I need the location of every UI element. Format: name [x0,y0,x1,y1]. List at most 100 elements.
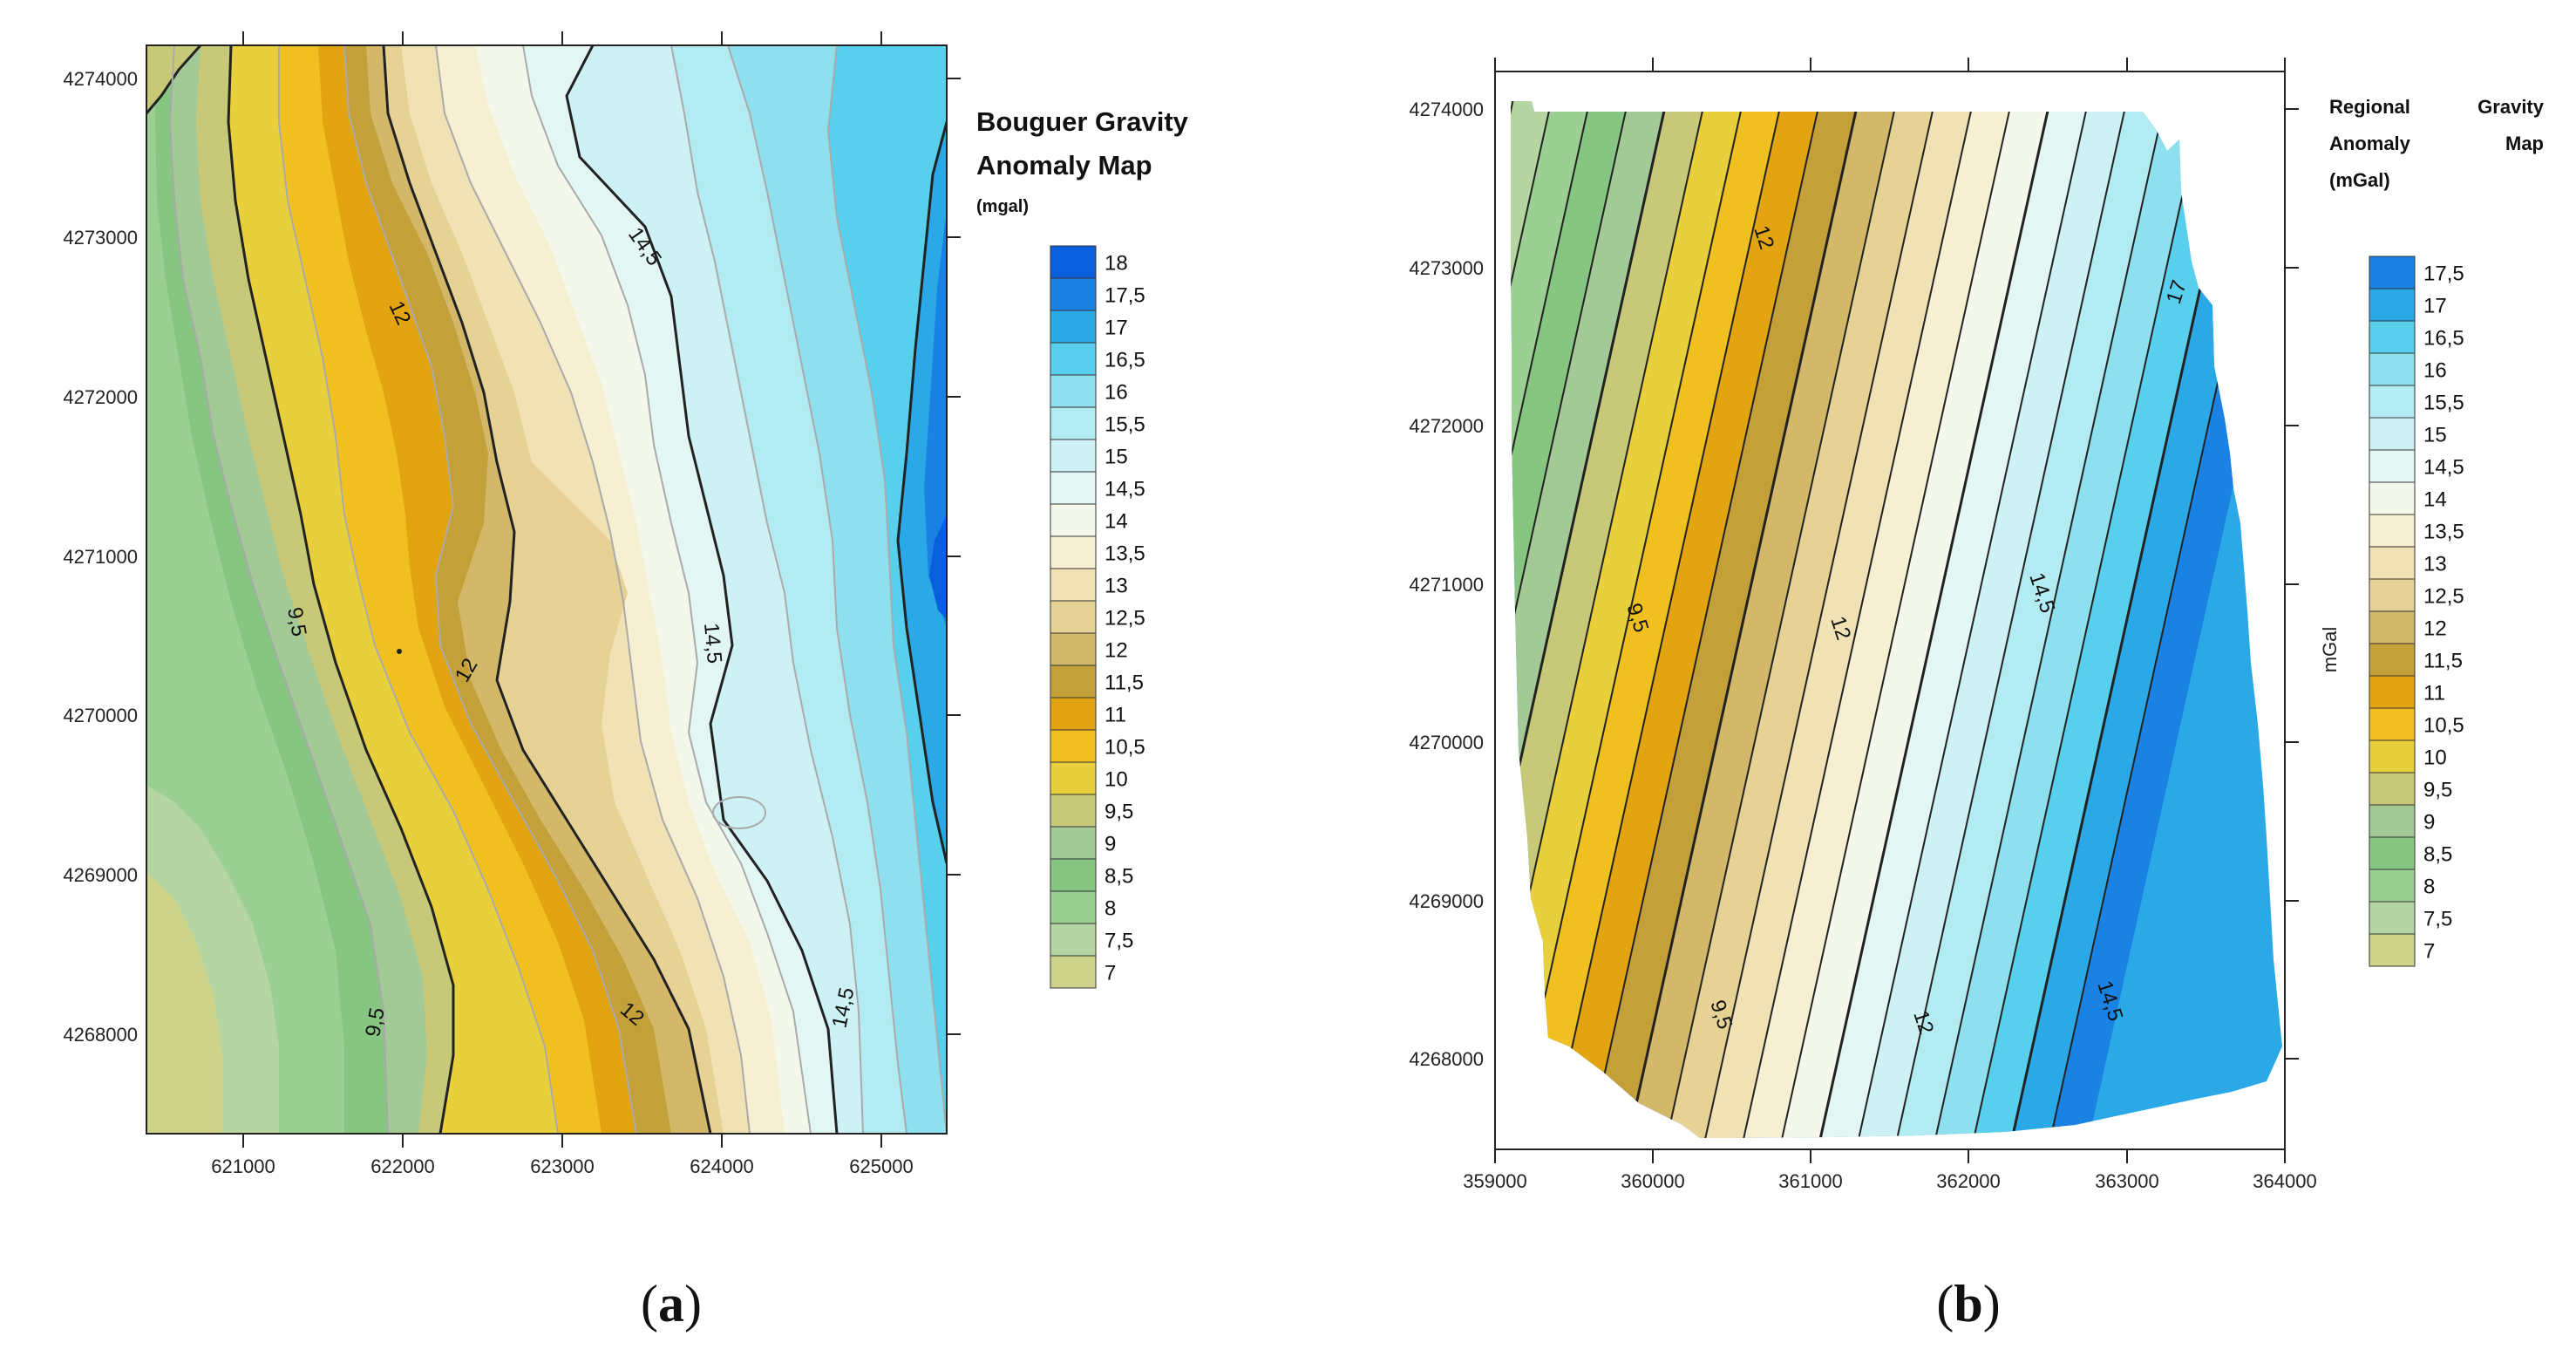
legend-label: 13 [2423,553,2447,576]
legend-swatch [1050,342,1097,376]
legend-swatch [2369,675,2416,709]
legend-swatch [1050,471,1097,505]
band-fill [1626,101,1900,1138]
legend-swatch [2369,256,2416,290]
caption-paren-close: ) [1983,1275,2001,1332]
legend-label: 14 [1104,510,1128,534]
legend-swatch [1050,568,1097,602]
x-tick-label: 621000 [211,1155,275,1177]
contour-14-5 [565,45,839,1134]
legend-swatch [1050,729,1097,763]
x-tick-label: 364000 [2253,1170,2316,1192]
panel-a-caption: (a) [641,1275,702,1332]
legend-label: 16 [2423,359,2447,383]
y-tick-label: 4272000 [63,386,138,408]
contour-line [1587,101,1824,1138]
legend-label: 8 [1104,897,1116,921]
legend-label: 9 [1104,833,1116,856]
contour-line [1816,101,2055,1138]
contour-line [1548,101,1785,1138]
legend-swatch [2369,739,2416,774]
map-title-line1-left: Regional [2329,96,2410,118]
legend-label: 14,5 [1104,478,1145,501]
legend-swatch [1050,535,1097,569]
legend-swatch [2369,610,2416,644]
panel-b-caption: (b) [1936,1275,2000,1332]
legend-swatch [1050,374,1097,408]
legend-label: 11,5 [1104,671,1144,695]
legend-label: 18 [1104,252,1128,276]
contour-line [1242,87,1478,1151]
legend-label: 17,5 [1104,284,1145,308]
legend-label: 15 [1104,446,1128,469]
legend-label: 11 [2423,682,2445,705]
legend-label: 16,5 [2423,327,2464,351]
band-fill [1511,101,1593,1138]
band-fill [1511,101,1746,1138]
bouguer-map-frame [146,44,948,1135]
legend-label: 8,5 [2423,843,2452,867]
band-fill [713,797,765,828]
legend-swatch [1050,439,1097,473]
y-tick-label: 4271000 [1409,574,1484,596]
legend-swatch [2369,514,2416,548]
contour-line [1624,101,1863,1138]
x-tick-label: 363000 [2095,1170,2158,1192]
x-tick-label: 360000 [1621,1170,1684,1192]
legend-swatch [2369,385,2416,419]
legend-label: 10,5 [1104,736,1145,760]
legend-label: 15 [2423,424,2447,447]
legend-swatch [2369,772,2416,806]
legend-swatch [1050,955,1097,989]
legend-swatch [2369,836,2416,870]
legend-swatch [1050,632,1097,666]
legend-label: 10 [2423,746,2447,770]
legend-label: 12,5 [2423,585,2464,609]
band-fill [1664,101,1938,1138]
band-fill [1703,101,1976,1138]
contour-line [1511,101,1517,1138]
legend-label: 14,5 [2423,456,2464,480]
y-tick-label: 4274000 [63,68,138,90]
y-tick-label: 4273000 [1409,257,1484,279]
legend-label: 15,5 [1104,413,1145,437]
y-tick-label: 4269000 [1409,890,1484,912]
legend-label: 13,5 [1104,542,1145,566]
contour-line [1511,101,1594,1138]
map-unit: (mgal) [976,197,1029,216]
regional-tick-marks [1494,58,2299,1163]
legend-swatch [2369,320,2416,354]
legend-label: 10,5 [2423,714,2464,738]
legend-label: 9 [2423,811,2435,835]
contour-17 [896,121,947,864]
legend-label: 17,5 [2423,262,2464,286]
caption-letter: b [1954,1275,1982,1332]
band-fill [1511,101,1708,1138]
map-title-line2-left: Anomaly [2329,133,2411,154]
band-fill [1511,101,1631,1138]
caption-paren-open: ( [1936,1275,1954,1332]
legend-swatch [2369,417,2416,451]
regional-color-legend: 17,5 17 16,5 16 15,5 15 14,5 14 13,5 13 12,5 12 11,5… [2369,256,2464,967]
x-tick-label: 361000 [1778,1170,1842,1192]
legend-label: 12,5 [1104,607,1145,630]
legend-swatch [2369,901,2416,935]
legend-swatch [2369,352,2416,386]
band-fill [1856,101,2130,1138]
contour-line [1511,101,1555,1138]
contour-line [1740,101,1977,1138]
side-unit-label: mGal [2319,627,2341,673]
regional-title: Regional Gravity Anomaly Map (mGal) [2329,96,2545,191]
contour-line [1893,101,2131,1138]
regional-x-axis: 359000 360000 361000 362000 363000 36400… [1463,1170,2316,1192]
band-fill [924,209,947,628]
band-fill [1549,101,1823,1138]
legend-swatch [1050,890,1097,924]
bouguer-x-axis: 621000 622000 623000 624000 625000 [211,1155,913,1177]
map-title-line2-right: Map [2505,133,2544,154]
legend-label: 7 [1104,962,1116,985]
legend-label: 12 [2423,617,2447,641]
legend-swatch [2369,933,2416,967]
legend-swatch [1050,245,1097,279]
band-fill [898,122,947,863]
